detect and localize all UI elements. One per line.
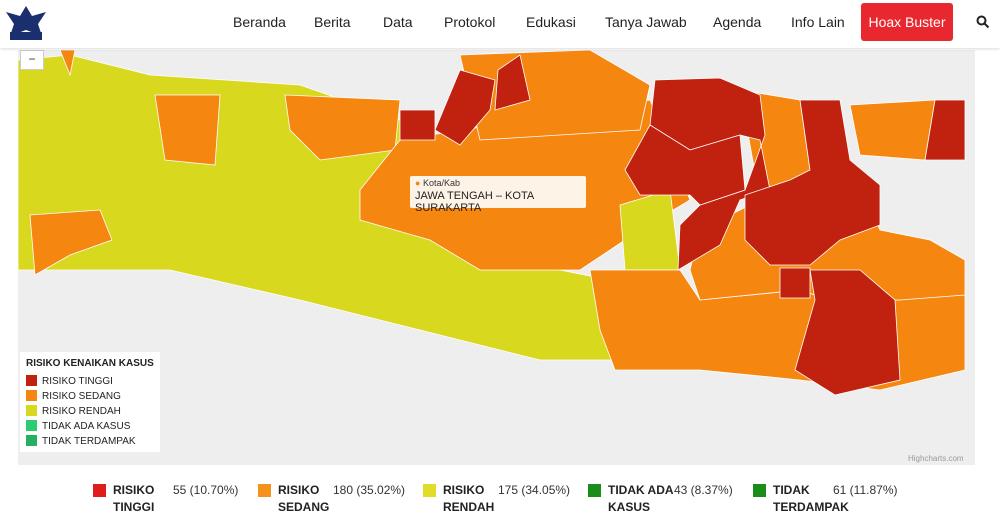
nav-item[interactable]: Agenda bbox=[713, 14, 762, 30]
zoom-out-button[interactable]: − bbox=[20, 50, 44, 70]
tooltip-name: JAWA TENGAH – KOTA SURAKARTA bbox=[415, 190, 534, 214]
summary-value: 55 (10.70%) bbox=[173, 483, 239, 497]
summary-swatch bbox=[423, 484, 436, 497]
summary-value: 175 (34.05%) bbox=[498, 483, 571, 497]
legend-title: RISIKO KENAIKAN KASUS bbox=[26, 358, 154, 369]
legend-item: RISIKO TINGGI bbox=[26, 375, 113, 387]
legend: RISIKO KENAIKAN KASUS RISIKO TINGGI RISIK… bbox=[20, 352, 160, 452]
summary-label: RISIKO SEDANG bbox=[278, 483, 330, 514]
tooltip: ● Kota/Kab JAWA TENGAH – KOTA SURAKARTA bbox=[409, 175, 587, 214]
header: Hoax Buster Beranda Berita Data Protokol Edu… bbox=[0, 0, 1000, 48]
nav-item[interactable]: Info Lain bbox=[791, 14, 845, 30]
legend-swatch bbox=[26, 420, 37, 431]
legend-swatch bbox=[26, 390, 37, 401]
summary-swatch bbox=[93, 484, 106, 497]
legend-label: RISIKO RENDAH bbox=[42, 406, 121, 417]
legend-item: RISIKO SEDANG bbox=[26, 390, 121, 402]
summary-value: 43 (8.37%) bbox=[674, 483, 733, 497]
nav-item[interactable]: Data bbox=[383, 14, 413, 30]
legend-label: RISIKO SEDANG bbox=[42, 391, 121, 402]
map: − ● Kota/Kab JAWA TENGAH – KOTA SURAKART… bbox=[18, 50, 975, 465]
summary-value: 180 (35.02%) bbox=[333, 483, 406, 497]
legend-label: TIDAK ADA KASUS bbox=[42, 421, 131, 432]
nav-item[interactable]: Protokol bbox=[444, 14, 496, 30]
nav-item[interactable]: Edukasi bbox=[526, 14, 576, 30]
legend-item: TIDAK TERDAMPAK bbox=[26, 435, 136, 447]
tooltip-category: Kota/Kab bbox=[422, 178, 460, 188]
summary-label: TIDAK ADA KASUS bbox=[608, 483, 674, 514]
summary-label: RISIKO TINGGI bbox=[113, 483, 155, 514]
credit: Highcharts.com bbox=[908, 454, 964, 463]
nav-item[interactable]: Beranda bbox=[233, 14, 286, 30]
nav-item[interactable]: Berita bbox=[314, 14, 351, 30]
legend-swatch bbox=[26, 375, 37, 386]
legend-label: RISIKO TINGGI bbox=[42, 376, 113, 387]
search-icon[interactable] bbox=[976, 15, 990, 29]
legend-label: TIDAK TERDAMPAK bbox=[42, 436, 136, 447]
hoax-buster-button[interactable]: Hoax Buster bbox=[861, 3, 953, 41]
nav-item[interactable]: Tanya Jawab bbox=[605, 14, 687, 30]
summary-value: 61 (11.87%) bbox=[833, 483, 898, 497]
logo[interactable] bbox=[2, 2, 50, 46]
legend-item: RISIKO RENDAH bbox=[26, 405, 121, 417]
summary-swatch bbox=[588, 484, 601, 497]
map-shapes bbox=[18, 50, 966, 396]
summary-label: TIDAK TERDAMPAK bbox=[773, 483, 849, 514]
summary-swatch bbox=[258, 484, 271, 497]
summary-swatch bbox=[753, 484, 766, 497]
summary-label: RISIKO RENDAH bbox=[443, 483, 495, 514]
legend-item: TIDAK ADA KASUS bbox=[26, 420, 130, 432]
legend-swatch bbox=[26, 435, 37, 446]
legend-swatch bbox=[26, 405, 37, 416]
